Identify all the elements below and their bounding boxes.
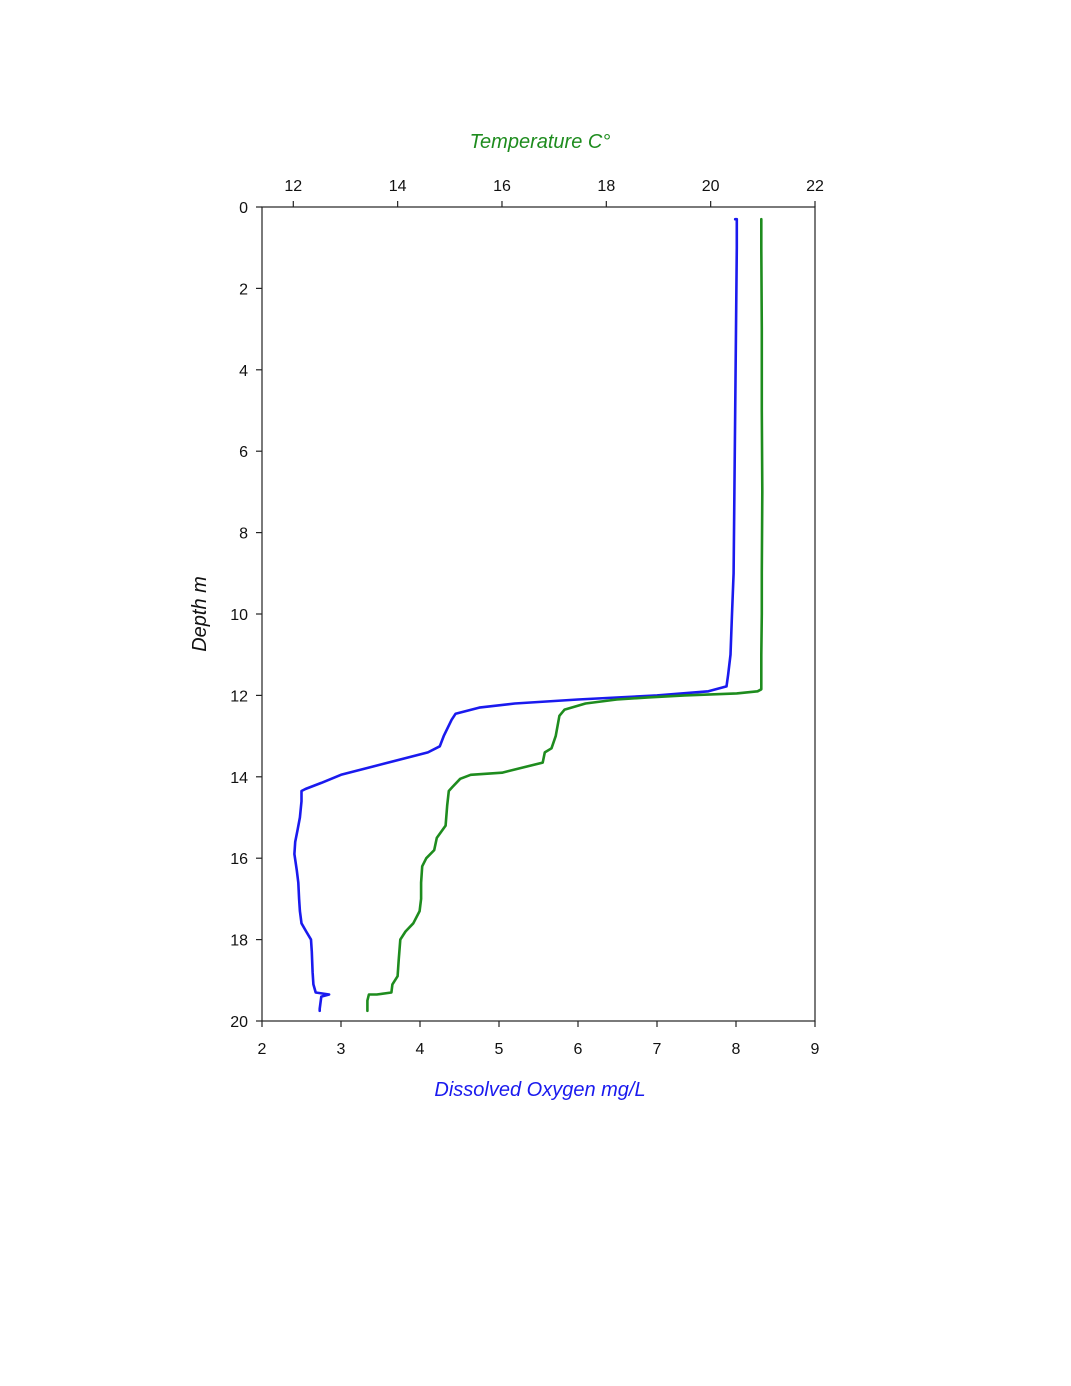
tick-labels: 0 2 4 6 8 10 12 14 16 18 20 2 3 4 5 6 7 8 9 12 14 16 18 20 22 [230,178,824,1058]
y-tick-label: 2 [239,281,248,298]
y-tick-label: 14 [230,770,248,787]
y-tick-label: 20 [230,1014,248,1031]
temperature-series-line [366,217,764,1013]
series-lines [293,217,764,1013]
y-tick-label: 8 [239,526,248,543]
y-tick-label: 10 [230,607,248,624]
bottom-tick-label: 3 [337,1041,346,1058]
y-axis-title: Depth m [189,576,211,652]
y-tick-label: 0 [239,200,248,217]
bottom-axis-title: Dissolved Oxygen mg/L [434,1079,645,1101]
bottom-tick-label: 5 [495,1041,504,1058]
tick-marks [256,201,816,1027]
top-tick-label: 12 [284,178,302,195]
bottom-tick-label: 6 [574,1041,583,1058]
oxygen-series-line [293,217,739,1013]
bottom-tick-label: 8 [732,1041,741,1058]
bottom-tick-label: 9 [811,1041,820,1058]
top-tick-label: 22 [806,178,824,195]
top-tick-label: 20 [702,178,720,195]
top-axis-title: Temperature C° [470,131,611,153]
top-tick-label: 18 [597,178,615,195]
bottom-tick-label: 2 [258,1041,267,1058]
bottom-tick-label: 7 [653,1041,662,1058]
y-tick-label: 6 [239,444,248,461]
y-tick-label: 12 [230,688,248,705]
top-tick-label: 14 [389,178,407,195]
y-tick-label: 16 [230,851,248,868]
y-tick-label: 4 [239,363,248,380]
top-tick-label: 16 [493,178,511,195]
bottom-tick-label: 4 [416,1041,425,1058]
y-tick-label: 18 [230,933,248,950]
